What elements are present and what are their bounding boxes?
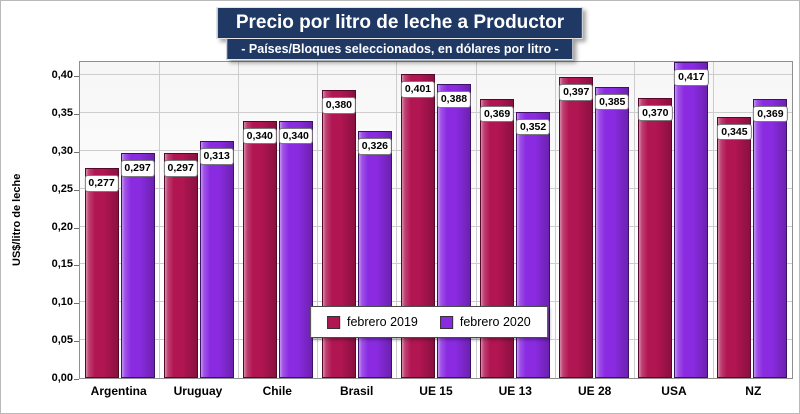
x-category-label-ue-15: UE 15: [419, 384, 453, 398]
bar-group-chile: 0,340 0,340: [238, 62, 317, 378]
y-tick-label: 0,20: [51, 220, 73, 233]
x-category-label-ue-28: UE 28: [577, 384, 612, 398]
bar-febrero-2019-chile: 0,340: [242, 120, 277, 378]
bar-febrero-2020-nz: 0,369: [753, 98, 788, 378]
gridline-horizontal: [80, 112, 792, 113]
chart-title: Precio por litro de leche a Productor: [216, 7, 584, 39]
x-category-label-argentina: Argentina: [90, 384, 147, 398]
bar-febrero-2020-brasil: 0,326: [357, 131, 393, 378]
gridline-vertical: [159, 62, 161, 378]
chart-subtitle: - Países/Bloques seleccionados, en dólar…: [226, 38, 574, 60]
gridline-vertical: [633, 62, 635, 378]
legend-item-febrero-2020: febrero 2020: [439, 315, 531, 329]
bar-value-label: 0,352: [515, 118, 551, 136]
bar-value-label: 0,370: [638, 104, 673, 122]
x-category-label-uruguay: Uruguay: [173, 384, 223, 398]
y-tick-mark: [74, 341, 79, 343]
legend-swatch-febrero-2019: [326, 315, 340, 329]
gridline-horizontal: [80, 263, 792, 265]
x-category-label-chile: Chile: [262, 384, 292, 398]
y-tick-mark: [74, 151, 79, 153]
y-tick-mark: [74, 189, 79, 191]
gridline-horizontal: [80, 187, 792, 189]
bar-value-label: 0,369: [753, 105, 788, 123]
bar-group-usa: 0,370 0,417: [634, 62, 713, 378]
plot-area: 0,277 0,297 0,297 0,313 0,340 0,340 0,380 0,326…: [79, 61, 793, 379]
bar-febrero-2020-ue-15: 0,388: [436, 84, 472, 378]
gridline-vertical: [238, 62, 240, 378]
gridline-vertical: [712, 62, 714, 378]
bar-value-label: 0,345: [717, 123, 752, 141]
bar-value-label: 0,340: [278, 127, 313, 145]
gridline-vertical: [475, 62, 477, 378]
x-category-label-ue-13: UE 13: [498, 384, 532, 398]
bar-value-label: 0,313: [199, 148, 234, 165]
gridline-vertical: [554, 62, 556, 378]
gridline-horizontal: [80, 301, 792, 303]
bar-febrero-2020-uruguay: 0,313: [199, 141, 234, 378]
bar-value-label: 0,277: [84, 175, 119, 192]
gridline-horizontal: [80, 74, 792, 76]
bar-febrero-2019-ue-28: 0,397: [559, 77, 594, 378]
bar-value-label: 0,388: [436, 91, 472, 108]
bar-value-label: 0,401: [400, 81, 436, 98]
bar-febrero-2019-argentina: 0,277: [84, 168, 119, 378]
bar-value-label: 0,417: [674, 69, 709, 86]
bar-febrero-2020-argentina: 0,297: [120, 153, 155, 378]
y-tick-label: 0,30: [51, 144, 73, 157]
bar-group-argentina: 0,277 0,297: [80, 62, 159, 378]
bar-febrero-2020-usa: 0,417: [674, 62, 709, 378]
bar-febrero-2020-ue-13: 0,352: [515, 111, 551, 378]
bar-value-label: 0,297: [163, 160, 198, 177]
x-category-label-usa: USA: [661, 384, 687, 398]
bar-febrero-2019-usa: 0,370: [638, 97, 673, 378]
y-tick-label: 0,40: [51, 69, 73, 82]
y-tick-mark: [74, 303, 79, 305]
x-category-label-nz: NZ: [745, 384, 762, 398]
y-tick-label: 0,00: [51, 372, 73, 384]
gridline-horizontal: [80, 339, 792, 341]
gridline-horizontal: [80, 225, 792, 227]
bar-value-label: 0,397: [559, 84, 594, 102]
bar-value-label: 0,385: [595, 93, 630, 111]
y-tick-label: 0,15: [51, 258, 73, 271]
x-category-label-brasil: Brasil: [339, 384, 374, 398]
y-tick-mark: [74, 227, 79, 229]
y-tick-mark: [74, 114, 79, 115]
legend-swatch-febrero-2020: [439, 315, 453, 329]
y-tick-label: 0,10: [51, 296, 73, 309]
y-tick-label: 0,35: [51, 107, 73, 119]
x-axis-category-labels: Argentina Uruguay Chile Brasil UE 15 UE 13 UE …: [79, 384, 793, 398]
legend-label-febrero-2020: febrero 2020: [459, 315, 531, 329]
bar-febrero-2019-nz: 0,345: [717, 116, 752, 378]
bar-value-label: 0,340: [242, 127, 277, 145]
bar-value-label: 0,297: [120, 160, 155, 177]
bar-group-nz: 0,345 0,369: [713, 62, 792, 378]
y-tick-mark: [74, 379, 79, 380]
y-tick-mark: [74, 76, 79, 78]
bar-febrero-2020-ue-28: 0,385: [595, 86, 630, 378]
bar-febrero-2020-chile: 0,340: [278, 120, 313, 378]
gridline-vertical: [317, 62, 319, 378]
legend: febrero 2019 febrero 2020: [309, 306, 548, 338]
bar-group-uruguay: 0,297 0,313: [159, 62, 238, 378]
legend-label-febrero-2019: febrero 2019: [346, 315, 418, 329]
gridline-horizontal: [80, 149, 792, 151]
bar-group-ue-28: 0,397 0,385: [555, 62, 634, 378]
bar-value-label: 0,380: [321, 97, 357, 114]
y-tick-mark: [74, 265, 79, 267]
bar-febrero-2019-uruguay: 0,297: [163, 153, 198, 378]
y-tick-label: 0,25: [51, 182, 73, 195]
y-axis-label: US$/litro de leche: [11, 173, 23, 267]
y-tick-label: 0,05: [51, 334, 73, 347]
bar-value-label: 0,326: [357, 138, 393, 155]
legend-item-febrero-2019: febrero 2019: [326, 315, 418, 329]
bar-value-label: 0,369: [479, 105, 515, 123]
gridline-vertical: [396, 62, 398, 378]
